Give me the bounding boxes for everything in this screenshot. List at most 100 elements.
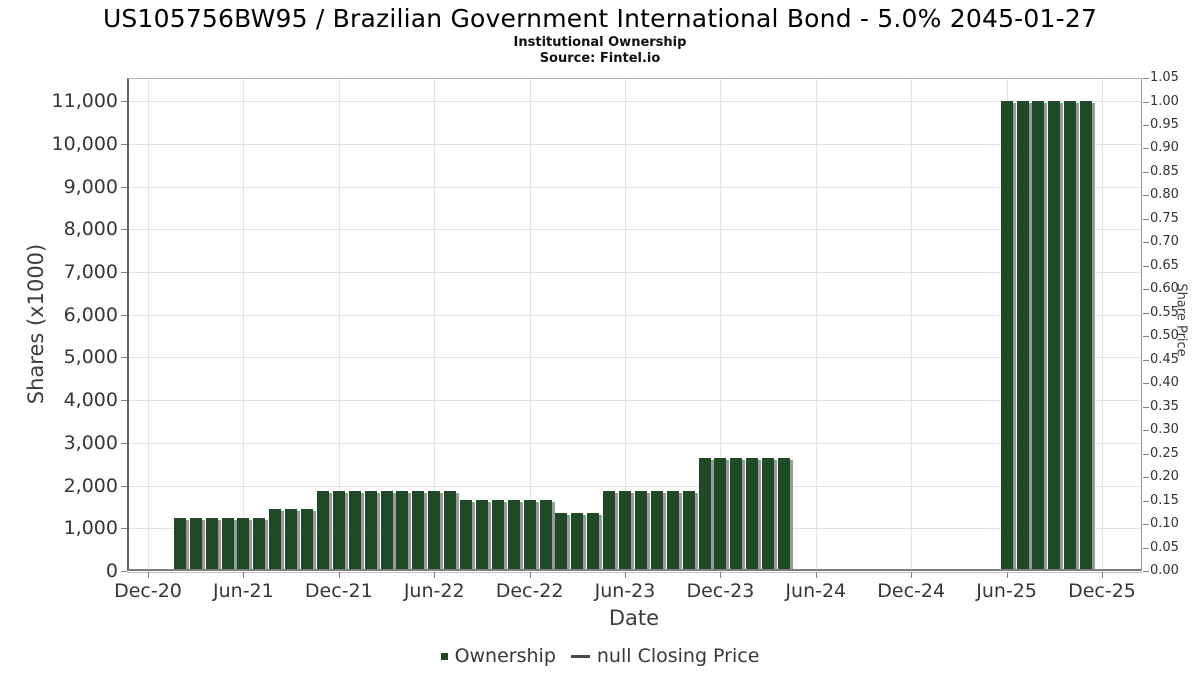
x-axis-tick-mark — [911, 572, 913, 578]
gridline-vertical — [815, 78, 817, 571]
ownership-bar — [364, 491, 377, 571]
closing-price-legend-label: null Closing Price — [596, 645, 760, 667]
gridline-vertical — [529, 78, 531, 571]
left-axis-tick-mark — [121, 271, 127, 273]
ownership-bar — [332, 491, 345, 571]
left-axis-tick-label: 11,000 — [51, 90, 118, 112]
x-axis-tick-label: Dec-25 — [1068, 580, 1136, 602]
ownership-bar — [762, 458, 775, 571]
x-axis-tick-label: Jun-23 — [594, 580, 656, 602]
left-axis-tick-mark — [121, 143, 127, 145]
right-axis-tick-mark — [1143, 430, 1149, 432]
gridline-vertical — [148, 78, 149, 571]
ownership-bar — [1064, 101, 1077, 571]
left-axis-tick-mark — [121, 186, 127, 188]
x-axis-tick-label: Dec-23 — [686, 580, 755, 602]
ownership-bar — [730, 458, 743, 571]
left-axis-tick-label: 1,000 — [63, 517, 118, 540]
x-axis-tick-label: Dec-22 — [495, 580, 564, 602]
ownership-bar — [444, 491, 457, 571]
right-axis-tick-label: 0.45 — [1150, 351, 1179, 367]
ownership-bar — [475, 499, 488, 571]
right-axis-tick-label: 1.00 — [1150, 93, 1179, 109]
right-axis-tick-label: 1.05 — [1150, 70, 1179, 85]
x-axis-tick-label: Dec-21 — [304, 580, 373, 602]
x-axis-tick-mark — [1102, 572, 1103, 578]
gridline-vertical — [338, 78, 340, 571]
right-axis-tick-label: 0.65 — [1150, 257, 1179, 273]
ownership-bar — [1000, 101, 1013, 571]
chart-title: US105756BW95 / Brazilian Government Inte… — [102, 4, 1098, 33]
ownership-bar — [555, 512, 568, 571]
gridline-horizontal — [127, 271, 1142, 273]
left-axis-tick-mark — [121, 101, 127, 102]
x-axis-tick-mark — [625, 572, 626, 578]
right-axis-tick-mark — [1143, 477, 1149, 479]
gridline-horizontal — [127, 528, 1142, 530]
ownership-bar — [571, 512, 584, 571]
ownership-legend-square-marker — [440, 652, 448, 660]
ownership-bar — [666, 491, 679, 571]
gridline-horizontal — [127, 357, 1142, 359]
gridline-horizontal — [127, 186, 1142, 188]
x-axis-tick-label: Dec-20 — [114, 580, 182, 602]
right-axis-tick-label: 0.40 — [1150, 375, 1179, 391]
gridline-vertical — [1102, 78, 1103, 571]
left-axis-tick-mark — [121, 528, 127, 530]
ownership-bar — [269, 508, 282, 571]
right-axis-tick-mark — [1143, 524, 1149, 525]
x-axis-tick-mark — [148, 572, 149, 578]
ownership-bar — [285, 508, 298, 571]
ownership-bar — [746, 458, 759, 571]
ownership-bar — [634, 491, 647, 571]
right-axis-tick-label: 0.80 — [1150, 187, 1179, 203]
x-axis-tick-label: Dec-24 — [877, 580, 946, 602]
left-axis-tick-mark — [121, 485, 127, 487]
left-axis-tick-label: 5,000 — [63, 346, 118, 369]
ownership-bar — [380, 491, 393, 571]
gridline-vertical — [625, 78, 626, 571]
right-axis-tick-label: 0.35 — [1150, 398, 1179, 414]
ownership-bar — [778, 458, 790, 571]
left-axis-tick-label: 6,000 — [63, 303, 118, 326]
left-axis-tick-mark — [121, 571, 127, 572]
gridline-vertical — [243, 78, 245, 571]
left-axis-tick-mark — [121, 314, 127, 316]
right-axis-tick-label: 0.95 — [1150, 117, 1179, 132]
x-axis-line-shadow — [127, 572, 1143, 573]
right-axis-tick-label: 0.85 — [1150, 163, 1179, 179]
gridline-horizontal — [127, 143, 1142, 145]
right-axis-tick-label: 0.30 — [1150, 422, 1179, 438]
left-axis-tick-label: 3,000 — [63, 431, 118, 454]
ownership-bar — [396, 491, 409, 571]
left-axis-tick-label: 4,000 — [63, 389, 118, 412]
right-axis-tick-label: 0.50 — [1150, 328, 1179, 344]
ownership-bar — [301, 508, 313, 571]
ownership-bar — [587, 512, 600, 571]
left-axis-tick-label: 10,000 — [51, 132, 118, 155]
closing-price-legend-line-marker — [570, 654, 590, 658]
ownership-bar — [603, 491, 616, 571]
x-axis-tick-mark — [338, 572, 340, 578]
x-axis-tick-label: Jun-24 — [785, 580, 847, 602]
chart-legend: Ownership null Closing Price — [0, 645, 1200, 667]
left-axis-tick-mark — [121, 357, 127, 359]
plot-area — [127, 78, 1142, 571]
ownership-bar — [1016, 101, 1029, 571]
right-axis-tick-label: 0.75 — [1150, 210, 1179, 226]
gridline-horizontal — [127, 400, 1142, 402]
right-axis-tick-label: 0.10 — [1150, 516, 1179, 531]
ownership-bar — [412, 491, 425, 571]
right-axis-tick-label: 0.20 — [1150, 469, 1179, 485]
right-axis-tick-mark — [1143, 101, 1149, 103]
ownership-bar — [682, 491, 695, 571]
right-axis-tick-mark — [1143, 242, 1149, 244]
ownership-bar — [539, 499, 552, 571]
ownership-bar — [714, 458, 727, 571]
ownership-bar — [1080, 101, 1093, 571]
right-axis-tick-mark — [1143, 312, 1149, 314]
right-axis-tick-mark — [1143, 383, 1149, 385]
gridline-horizontal — [127, 442, 1142, 444]
x-axis-tick-label: Jun-21 — [213, 580, 274, 602]
